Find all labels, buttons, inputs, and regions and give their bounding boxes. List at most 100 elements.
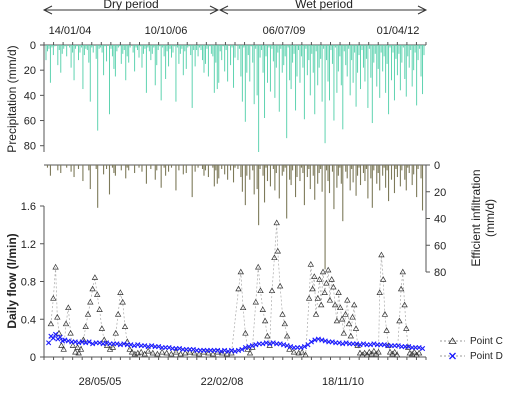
- point-c-point: [321, 289, 328, 295]
- point-c-point: [309, 285, 316, 292]
- point-d-point: [270, 340, 276, 346]
- point-c-point: [182, 349, 189, 356]
- point-d-point: [267, 341, 273, 347]
- point-d-point: [239, 346, 245, 353]
- point-c-point: [415, 349, 423, 356]
- point-d-point: [246, 344, 252, 350]
- point-d-point: [281, 342, 287, 348]
- point-c-point: [239, 304, 247, 311]
- point-c-point: [138, 348, 145, 355]
- point-c-point: [259, 306, 266, 312]
- flow-series: [46, 219, 426, 358]
- point-d-point: [228, 347, 235, 353]
- infiltration-y-tick-label: 0: [434, 160, 440, 172]
- point-c-point: [333, 317, 341, 324]
- infiltration-y-tick-label: 20: [434, 187, 446, 199]
- infiltration-axis-title-text: Efficient infiltration(mm/d): [469, 169, 497, 266]
- point-d-point: [50, 335, 56, 341]
- point-c-point: [312, 310, 320, 317]
- point-c-point: [328, 276, 335, 282]
- point-c-point: [87, 298, 94, 305]
- precipitation-bars: [45, 45, 425, 152]
- point-c-point: [109, 344, 117, 350]
- point-c-point: [370, 347, 378, 354]
- point-d-point: [128, 342, 134, 348]
- point-c-point: [338, 315, 346, 322]
- flow-y-tick-label: 0.8: [21, 277, 36, 289]
- point-d-point: [145, 344, 151, 350]
- point-d-point: [395, 343, 401, 349]
- point-c-point: [154, 350, 161, 357]
- point-c-point: [326, 296, 334, 303]
- point-c-point: [316, 276, 323, 282]
- flow-y-tick-label: 0.4: [21, 314, 36, 326]
- point-d-point: [232, 348, 238, 354]
- point-c-point: [383, 327, 390, 333]
- point-c-point: [403, 325, 410, 331]
- point-c-point: [276, 282, 284, 289]
- point-d-point: [263, 340, 269, 346]
- point-c-point: [356, 349, 364, 356]
- point-d-point: [90, 341, 96, 347]
- infiltration-y-tick-label: 80: [434, 267, 446, 279]
- point-c-point: [101, 336, 108, 343]
- point-c-point: [411, 348, 418, 355]
- point-d-point: [357, 342, 363, 348]
- point-c-point: [98, 325, 106, 331]
- dry-period-arrow-head-left: [42, 5, 53, 15]
- point-c-point: [368, 350, 375, 357]
- point-d-point: [225, 348, 231, 354]
- point-c-point: [318, 301, 325, 308]
- point-c-point: [381, 310, 389, 317]
- wet-period-arrow-head-right: [417, 5, 428, 15]
- point-d-point: [121, 341, 127, 347]
- point-c-point: [286, 345, 293, 352]
- point-c-point: [302, 351, 309, 358]
- point-d-point: [103, 340, 110, 346]
- point-c-point: [191, 349, 198, 356]
- point-c-point: [380, 276, 387, 282]
- point-c-point: [47, 320, 55, 327]
- top-x-axis-labels: 14/01/04 10/10/06 06/07/09 01/04/12: [49, 25, 420, 37]
- point-d-point: [371, 341, 377, 347]
- point-d-point: [221, 347, 228, 353]
- point-d-point: [131, 343, 137, 349]
- point-c-point: [237, 268, 244, 275]
- flow-y-tick-label: 1.6: [21, 201, 36, 213]
- point-c-point: [65, 304, 72, 311]
- point-d-point: [353, 341, 360, 347]
- infiltration-bars: [46, 165, 424, 270]
- point-c-point: [121, 323, 129, 329]
- point-d-point: [277, 341, 283, 347]
- point-c-point: [60, 345, 67, 352]
- point-c-point: [391, 348, 398, 355]
- point-c-point: [352, 325, 360, 331]
- top-x-tick-label: 10/10/06: [145, 25, 188, 37]
- legend-marker-point-c: [448, 337, 457, 344]
- point-c-point: [149, 349, 156, 356]
- point-c-point: [373, 350, 380, 357]
- infiltration-y-ticks: 0 20 40 60 80: [426, 160, 446, 279]
- point-c-point: [279, 310, 286, 317]
- point-c-point: [252, 298, 259, 305]
- point-d-point: [96, 340, 103, 346]
- point-d-point: [156, 344, 162, 350]
- point-c-point: [344, 296, 351, 303]
- point-c-point: [273, 219, 280, 226]
- top-x-ticks: [43, 42, 427, 45]
- point-c-point: [375, 348, 382, 355]
- point-c-point: [366, 348, 373, 355]
- point-d-point: [419, 345, 426, 352]
- point-c-point: [268, 287, 276, 294]
- point-d-point: [322, 338, 328, 344]
- point-c-point: [141, 350, 148, 357]
- point-c-point: [345, 320, 353, 327]
- point-c-point: [389, 350, 396, 357]
- bottom-x-axis-labels: 28/05/05 22/02/08 18/11/10: [79, 376, 364, 388]
- point-c-point: [323, 279, 330, 286]
- point-c-point: [325, 266, 332, 273]
- point-d-point: [340, 341, 346, 347]
- point-c-point: [117, 289, 124, 295]
- point-d-point: [242, 344, 249, 351]
- point-d-point: [83, 340, 89, 346]
